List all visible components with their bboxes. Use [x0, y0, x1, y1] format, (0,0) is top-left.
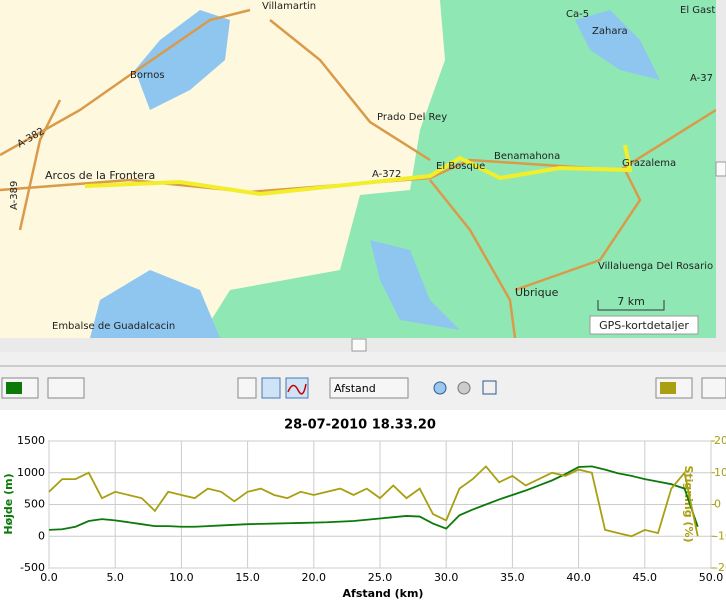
zoom-in[interactable] — [433, 381, 447, 395]
road — [269, 19, 431, 162]
x-axis-dropdown[interactable] — [329, 377, 409, 399]
x-tick-label: 50.0 — [699, 571, 724, 584]
profile-chart: 28-07-2010 18.33.20 -500 0 500 1000 1500 -20 -1… — [2, 418, 726, 601]
x-tick-label: 20.0 — [302, 571, 327, 584]
x-axis-label: Afstand (km) — [343, 587, 424, 600]
place-label: El Bosque — [436, 161, 485, 172]
y2-tick-label: -10 — [714, 529, 726, 542]
lake — [370, 240, 460, 330]
park-area — [200, 0, 716, 338]
style-button[interactable] — [701, 377, 726, 399]
road — [18, 99, 62, 231]
scroll-thumb[interactable] — [351, 338, 367, 352]
road — [514, 169, 642, 292]
icon — [287, 383, 307, 395]
color-swatch — [660, 382, 676, 394]
y-tick-label: -500 — [20, 561, 45, 574]
x-tick-label: 40.0 — [566, 571, 591, 584]
road-label: A-372 — [372, 169, 401, 180]
zoom-fit[interactable] — [482, 380, 497, 395]
road — [0, 8, 251, 157]
scale-label: 7 km — [617, 295, 645, 308]
x-tick-label: 35.0 — [500, 571, 525, 584]
x-tick-label: 30.0 — [434, 571, 459, 584]
y-tick-label: 500 — [24, 498, 45, 511]
lake — [135, 10, 230, 110]
place-label: Benamahona — [494, 151, 560, 162]
lake — [575, 10, 660, 80]
style-button[interactable] — [47, 377, 85, 399]
scale-bar — [597, 300, 665, 311]
y-tick-label: 1500 — [17, 434, 45, 447]
tool-button[interactable] — [237, 377, 257, 399]
color-swatch — [6, 382, 22, 394]
place-label: Prado Del Rey — [377, 112, 447, 123]
place-label: Grazalema — [622, 158, 676, 169]
road-label: Ca-5 — [566, 9, 589, 20]
map: Villamartin El Gast Zahara Ca-5 A-37 Bor… — [0, 0, 717, 339]
place-label: Arcos de la Frontera — [45, 169, 155, 182]
road — [429, 179, 517, 339]
y2-tick-label: 10 — [714, 466, 726, 479]
y2-tick-label: 0 — [714, 498, 721, 511]
gps-details-box[interactable] — [589, 315, 699, 335]
place-label: El Gast — [680, 5, 715, 16]
scroll-thumb[interactable] — [715, 161, 726, 177]
place-label: Villamartin — [262, 1, 316, 12]
y2-axis-label: Stigning (%) — [682, 465, 695, 542]
lake — [90, 270, 220, 338]
x-tick-label: 10.0 — [169, 571, 194, 584]
y-axis-label: Højde (m) — [2, 473, 15, 534]
y2-tick-label: -20 — [714, 561, 726, 574]
place-label: Ubrique — [515, 286, 559, 299]
road-label: A-389 — [9, 181, 20, 210]
x-tick-label: 5.0 — [106, 571, 124, 584]
x-tick-label: 25.0 — [368, 571, 393, 584]
zoom-out[interactable] — [457, 381, 471, 395]
road-label: A-37 — [690, 73, 713, 84]
elevation-line — [48, 465, 699, 531]
x-tick-label: 15.0 — [235, 571, 260, 584]
tool-button[interactable] — [261, 377, 281, 399]
place-label: Zahara — [592, 26, 628, 37]
chart-title: 28-07-2010 18.33.20 — [284, 418, 436, 433]
gradient-line — [48, 465, 699, 538]
place-label: Villaluenga Del Rosario — [598, 261, 713, 272]
place-label: Bornos — [130, 70, 165, 81]
dropdown-value: Afstand — [334, 382, 376, 395]
place-label: Embalse de Guadalcacin — [52, 321, 175, 332]
gps-details-link[interactable]: GPS-kortdetaljer — [599, 319, 689, 332]
y2-tick-label: 20 — [714, 434, 726, 447]
x-tick-label: 0.0 — [40, 571, 58, 584]
y-tick-label: 1000 — [17, 466, 45, 479]
gps-track — [84, 144, 633, 197]
y-tick-label: 0 — [38, 529, 45, 542]
x-tick-label: 45.0 — [633, 571, 658, 584]
